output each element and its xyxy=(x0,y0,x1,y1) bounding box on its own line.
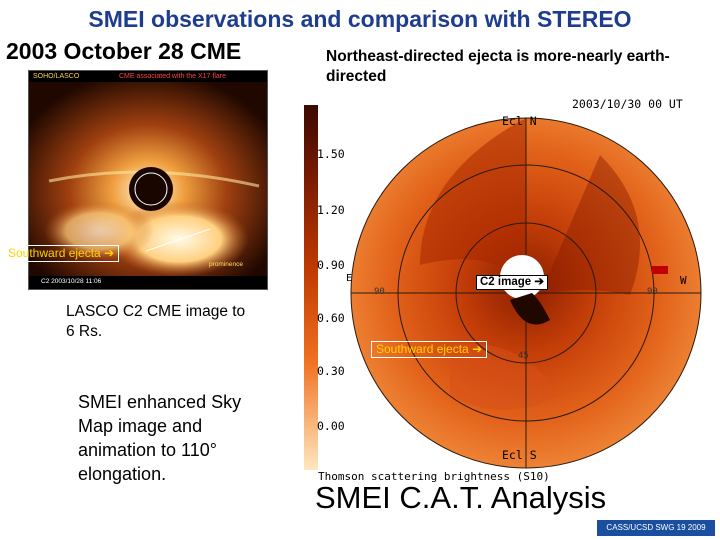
southward-ejecta-tag-sky: Southward ejecta ➔ xyxy=(371,341,488,358)
southward-ejecta-tag-lasco: Southward ejecta ➔ xyxy=(3,245,120,262)
scale-tick: 1.20 xyxy=(317,203,345,217)
angle-label-right: 90 xyxy=(647,287,658,297)
c2-image-tag: C2 image ➔ xyxy=(476,275,548,290)
colorbar-label: Thomson scattering brightness (S10) xyxy=(318,470,550,483)
angle-label-bottom: 45 xyxy=(518,351,529,361)
lasco-header-left: SOHO/LASCO xyxy=(33,73,80,80)
lasco-caption: LASCO C2 CME image to 6 Rs. xyxy=(66,303,246,340)
event-subtitle: 2003 October 28 CME xyxy=(6,38,242,64)
credit-badge: CASS/UCSD SWG 19 2009 xyxy=(597,520,715,536)
direction-note: Northeast-directed ejecta is more-nearly… xyxy=(326,48,670,85)
right-arrow-icon: ➔ xyxy=(534,276,544,288)
c2-tag-text: C2 image xyxy=(480,276,532,288)
tag-text: Southward ejecta xyxy=(8,246,101,260)
scale-tick: 0.30 xyxy=(317,364,345,378)
lasco-timestamp: C2 2003/10/28 11:06 xyxy=(41,278,102,285)
smei-sky-map xyxy=(304,105,702,470)
sky-map-date: 2003/10/30 00 UT xyxy=(572,97,683,111)
prominence-label: prominence xyxy=(209,261,243,268)
scale-tick: 1.50 xyxy=(317,147,345,161)
cat-analysis-title: SMEI C.A.T. Analysis xyxy=(315,480,607,515)
slide-title: SMEI observations and comparison with ST… xyxy=(88,6,632,32)
right-arrow-icon: ➔ xyxy=(104,246,115,260)
scale-tick: 0.00 xyxy=(317,419,345,433)
angle-label-left: 90 xyxy=(374,287,385,297)
right-arrow-icon: ➔ xyxy=(472,342,483,356)
scale-tick: 0.90 xyxy=(317,258,345,272)
west-label: W xyxy=(680,274,687,287)
smei-caption: SMEI enhanced Sky Map image and animatio… xyxy=(78,392,242,484)
lasco-header-right: CME associated with the X17 flare xyxy=(119,73,226,80)
color-bar xyxy=(304,105,318,470)
ecliptic-north-label: Ecl N xyxy=(502,114,537,128)
ecliptic-south-label: Ecl S xyxy=(502,448,537,462)
tag-text: Southward ejecta xyxy=(376,342,469,356)
east-label: E xyxy=(346,273,353,284)
lasco-c2-image: SOHO/LASCO CME associated with the X17 f… xyxy=(28,70,268,290)
scale-tick: 0.60 xyxy=(317,311,345,325)
pointer-line xyxy=(145,228,211,252)
